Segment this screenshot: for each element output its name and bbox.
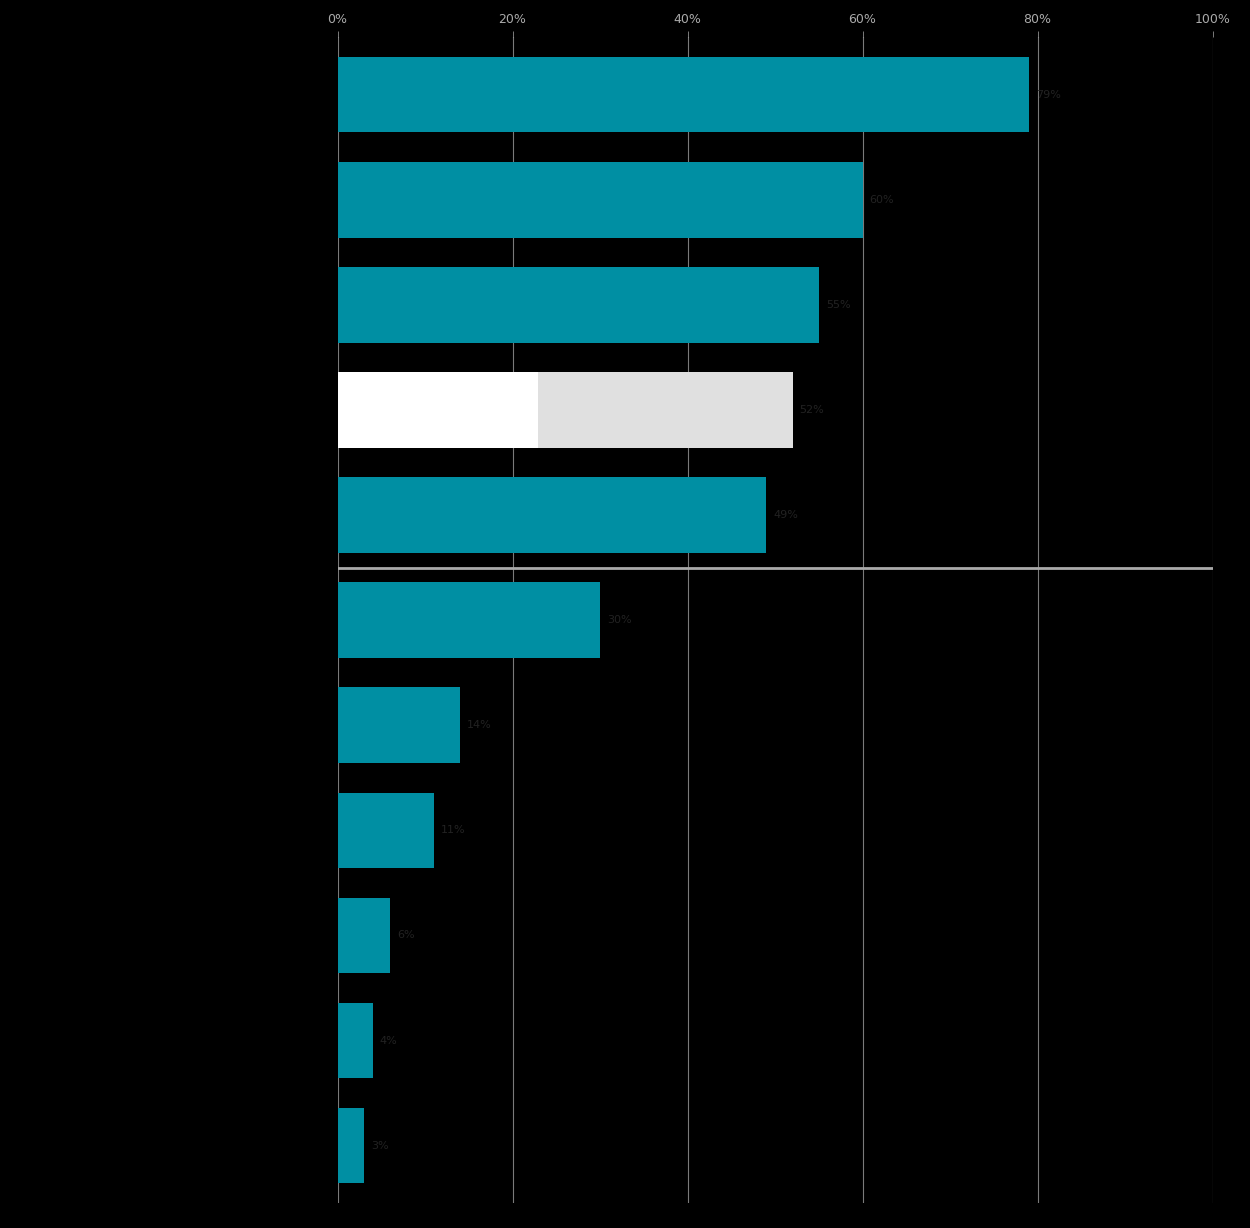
Bar <box>338 372 538 448</box>
Bar <box>338 792 434 868</box>
Text: 60%: 60% <box>870 195 894 205</box>
Text: 30%: 30% <box>608 615 631 625</box>
Text: 52%: 52% <box>800 405 824 415</box>
Bar <box>338 582 600 658</box>
Text: 11%: 11% <box>441 825 465 835</box>
Text: 3%: 3% <box>371 1141 389 1151</box>
Bar <box>338 688 460 763</box>
Text: 4%: 4% <box>380 1035 398 1045</box>
Bar <box>338 898 390 974</box>
Text: 6%: 6% <box>398 931 415 941</box>
Bar <box>338 478 766 553</box>
Bar <box>338 1003 372 1078</box>
Bar <box>338 56 1029 133</box>
Text: 49%: 49% <box>774 510 799 519</box>
Bar <box>538 372 792 448</box>
Text: 14%: 14% <box>468 721 491 731</box>
Text: 79%: 79% <box>1036 90 1060 99</box>
Text: 55%: 55% <box>826 300 850 309</box>
Bar <box>338 266 819 343</box>
Bar <box>338 162 862 237</box>
Bar <box>338 1108 364 1184</box>
